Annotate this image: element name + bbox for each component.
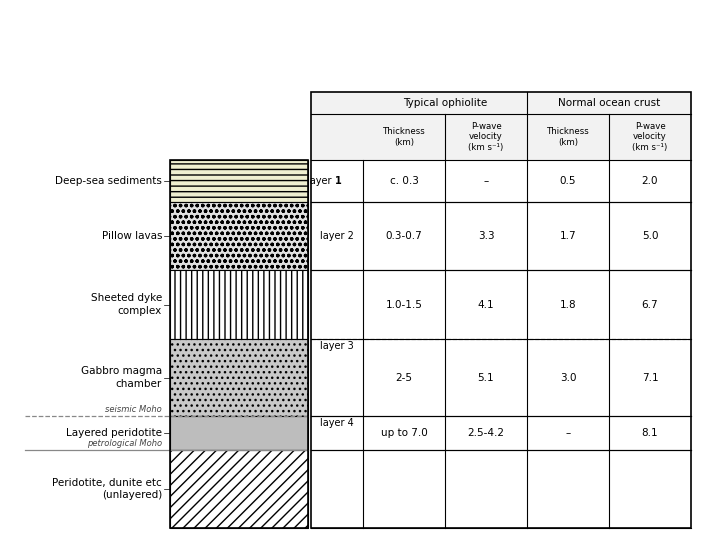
Bar: [170, 339, 308, 416]
Bar: [170, 160, 308, 528]
Text: –: –: [565, 428, 571, 438]
Text: 1.0-1.5: 1.0-1.5: [386, 300, 423, 309]
Text: 3.0: 3.0: [559, 373, 576, 382]
Text: Thickness
(km): Thickness (km): [546, 127, 590, 147]
Text: layer 2: layer 2: [320, 231, 354, 241]
Text: Normal ocean crust: Normal ocean crust: [558, 98, 660, 108]
Text: Gabbro magma
chamber: Gabbro magma chamber: [81, 366, 162, 389]
Text: layer 3: layer 3: [320, 341, 354, 350]
Text: 0.3-0.7: 0.3-0.7: [386, 231, 423, 241]
Text: 8.1: 8.1: [642, 428, 658, 438]
Text: 2.0: 2.0: [642, 176, 658, 186]
Bar: [311, 92, 691, 528]
Text: 1: 1: [335, 176, 342, 186]
Text: Thickness
(km): Thickness (km): [382, 127, 426, 147]
Text: Typical ophiolite: Typical ophiolite: [403, 98, 487, 108]
Text: 2-5: 2-5: [395, 373, 413, 382]
Text: layer 4: layer 4: [320, 418, 354, 428]
Text: c. 0.3: c. 0.3: [390, 176, 418, 186]
Text: seismic Moho: seismic Moho: [105, 406, 162, 414]
Text: P-wave
velocity
(km s⁻¹): P-wave velocity (km s⁻¹): [632, 122, 667, 152]
Text: Layered peridotite: Layered peridotite: [66, 428, 162, 438]
Text: Peridotite, dunite etc
(unlayered): Peridotite, dunite etc (unlayered): [53, 478, 162, 501]
Text: P-wave
velocity
(km s⁻¹): P-wave velocity (km s⁻¹): [469, 122, 503, 152]
Bar: [170, 202, 308, 271]
Text: Deep-sea sediments: Deep-sea sediments: [55, 176, 162, 186]
Bar: [170, 160, 308, 202]
Text: 5.0: 5.0: [642, 231, 658, 241]
Text: 1.7: 1.7: [559, 231, 576, 241]
Text: Pillow lavas: Pillow lavas: [102, 231, 162, 241]
Text: layer: layer: [307, 176, 335, 186]
Text: 4.1: 4.1: [477, 300, 495, 309]
Text: 1.8: 1.8: [559, 300, 576, 309]
Text: Ocean Crust vs Ophiolites: Ocean Crust vs Ophiolites: [18, 19, 544, 53]
Text: 0.5: 0.5: [559, 176, 576, 186]
Text: 6.7: 6.7: [642, 300, 658, 309]
Text: petrological Moho: petrological Moho: [87, 440, 162, 448]
Text: 5.1: 5.1: [477, 373, 495, 382]
Text: Sheeted dyke
complex: Sheeted dyke complex: [91, 293, 162, 316]
Bar: [170, 271, 308, 339]
Text: 2.5-4.2: 2.5-4.2: [467, 428, 505, 438]
Bar: [170, 416, 308, 450]
Text: 7.1: 7.1: [642, 373, 658, 382]
Bar: [311, 92, 691, 160]
Bar: [170, 450, 308, 528]
Text: –: –: [483, 176, 489, 186]
Text: 3.3: 3.3: [477, 231, 495, 241]
Text: up to 7.0: up to 7.0: [381, 428, 428, 438]
